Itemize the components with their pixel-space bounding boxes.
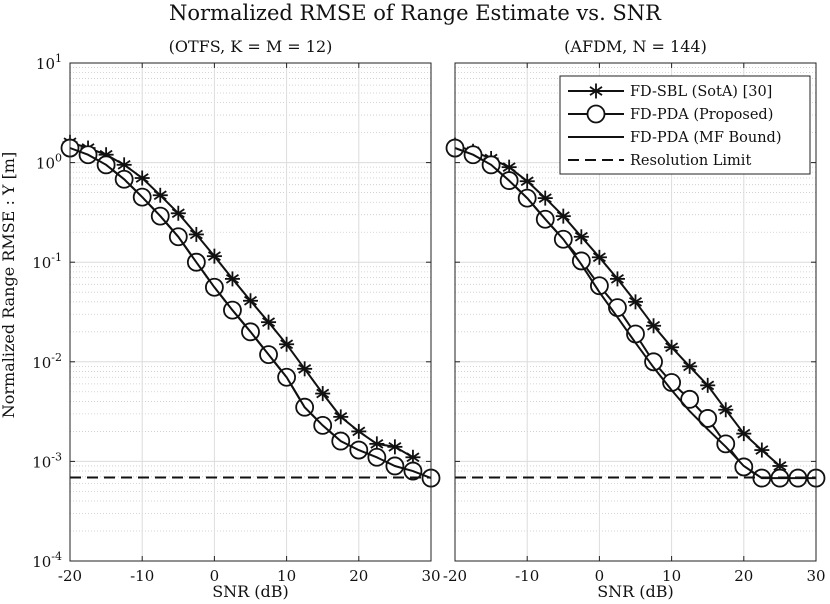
data-point [297,361,313,377]
data-point [206,248,222,264]
x-tick-label: 30 [421,567,440,585]
data-point [590,276,609,296]
y-tick-label: 10-2 [32,351,62,372]
data-point [369,436,385,452]
data-point [571,251,591,271]
x-tick-label: 10 [277,567,296,585]
y-tick-label: 100 [36,152,62,173]
data-point [555,208,571,224]
data-point [333,409,349,425]
x-tick-label: 0 [595,567,605,585]
data-point [573,229,589,245]
data-point [700,377,716,393]
data-point [716,434,736,454]
x-tick-label: 20 [349,567,368,585]
legend-marker [588,83,604,99]
y-tick-label: 10-1 [32,251,62,272]
legend-entry: FD-PDA (MF Bound) [568,130,782,146]
legend-label: FD-PDA (Proposed) [630,107,773,123]
data-point [664,339,680,355]
data-point [152,187,168,203]
plot-area [70,63,431,561]
data-point [188,226,204,242]
data-point [261,314,277,330]
x-axis-label: SNR (dB) [597,582,674,601]
chart-panels: -20 -10 0 10 20 3010110010-110-210-310-4(OTFS… [32,37,825,601]
legend-label: FD-SBL (SotA) [30] [630,84,772,100]
data-point [698,409,718,428]
x-tick-label: -10 [130,567,154,585]
data-point [718,402,734,418]
x-tick-label: -20 [443,567,467,585]
series-3 [69,147,432,480]
data-point [224,271,240,287]
legend-box [559,75,811,175]
data-point [387,439,403,455]
y-tick-label: 10-3 [32,450,62,471]
y-tick-label: 10-4 [32,550,62,571]
data-point [134,170,150,186]
x-axis-label: SNR (dB) [212,582,289,601]
axes-box [69,62,432,562]
data-point [591,249,607,265]
data-point [736,426,752,442]
axes-box [454,62,817,562]
series-line [454,147,816,480]
data-point [537,190,553,206]
legend-entry: Resolution Limit [568,153,751,169]
panel-1: -20 -10 0 10 20 30 101 100 10-1 10-2 10-3 10-4 (OTFS… [32,37,440,601]
data-point [519,173,535,189]
legend-marker [586,104,606,124]
legend: FD-SBL (SotA) [30] FD-PDA (Proposed) FD-PD… [559,75,811,175]
x-tick-label: 30 [806,567,825,585]
data-point [628,294,643,310]
figure-title: Normalized RMSE of Range Estimate vs. SN… [169,1,662,25]
x-tick-label: -20 [58,567,82,585]
series-1 [447,137,788,474]
x-tick-label: -10 [515,567,539,585]
legend-label: FD-PDA (MF Bound) [630,130,782,146]
y-tick-label: 101 [36,52,62,73]
panel-subtitle: (AFDM, N = 144) [564,37,707,56]
y-axis-label: Normalized Range RMSE : Υ [m] [0,152,18,418]
legend-label: Resolution Limit [630,153,751,169]
data-point [644,352,663,372]
legend-entry: FD-PDA (Proposed) [568,104,773,124]
data-point [646,318,662,334]
x-tick-label: 10 [662,567,681,585]
data-point [351,423,367,439]
data-point [279,336,295,352]
data-point [680,389,700,409]
data-point [682,358,698,374]
x-tick-label: 0 [210,567,220,585]
x-tick-label: 20 [734,567,753,585]
data-point [116,157,132,173]
series-line [69,147,432,480]
series-3 [454,147,816,480]
legend-entry: FD-SBL (SotA) [30] [568,83,772,100]
data-point [315,386,331,402]
data-point [170,205,186,221]
data-point [754,442,770,458]
panel-2: -20 -10 0 10 20 30 (AFDM, N = 144) SNR (dB) FD-S… [443,37,826,601]
data-point [243,293,258,309]
data-point [609,271,625,287]
panel-subtitle: (OTFS, K = M = 12) [169,37,333,56]
